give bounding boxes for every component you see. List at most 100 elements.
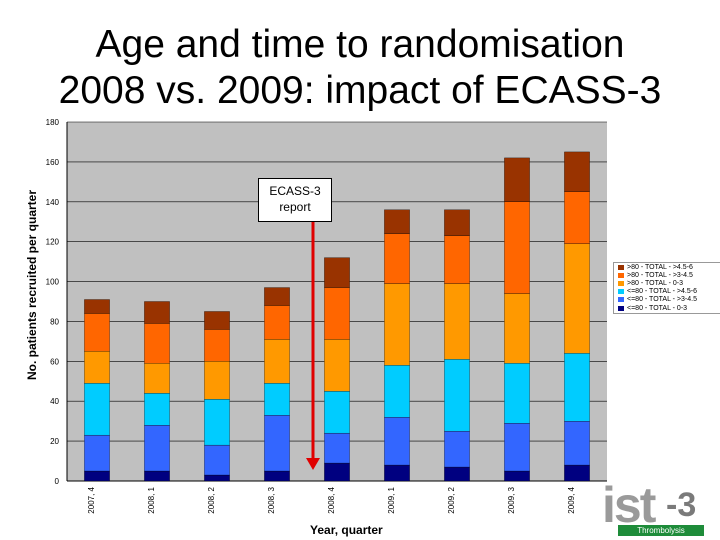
- bar-segment: [504, 363, 530, 424]
- bar-segment: [564, 464, 590, 482]
- ecass3-report-annotation: ECASS-3 report: [258, 178, 332, 222]
- bar-segment: [504, 157, 530, 202]
- bar-segment: [384, 417, 410, 466]
- annotation-line-2: report: [279, 200, 311, 214]
- bar-segment: [444, 235, 470, 284]
- legend-swatch: [618, 289, 624, 295]
- y-tick-label: 60: [50, 357, 59, 366]
- bar-segment: [444, 430, 470, 468]
- bar-segment: [204, 329, 230, 362]
- bar-segment: [264, 287, 290, 306]
- legend-item: >80 - TOTAL - >3-4.5: [614, 271, 720, 279]
- chart-legend: >80 - TOTAL - >4.5-6 >80 - TOTAL - >3-4.5…: [613, 262, 720, 314]
- bar-segment: [384, 283, 410, 366]
- legend-label: >80 - TOTAL - 0-3: [627, 279, 683, 287]
- bar-segment: [504, 201, 530, 294]
- x-tick-label: 2009, 2: [447, 486, 456, 513]
- bar-segment: [144, 323, 170, 364]
- x-tick-label: 2007, 4: [87, 486, 96, 513]
- bar-segment: [384, 209, 410, 234]
- bar-segment: [384, 233, 410, 284]
- bar-segment: [444, 359, 470, 432]
- legend-label: <=80 - TOTAL - 0-3: [627, 304, 688, 312]
- legend-swatch: [618, 280, 624, 286]
- legend-swatch: [618, 264, 624, 270]
- chart-title-line-1: Age and time to randomisation: [95, 23, 625, 66]
- logo-band: Thrombolysis: [618, 525, 704, 536]
- legend-item: <=80 - TOTAL - >4.5-6: [614, 288, 720, 296]
- y-tick-label: 180: [46, 118, 60, 127]
- logo-suffix: -3: [666, 486, 697, 524]
- bar-segment: [564, 421, 590, 466]
- bar-segment: [264, 305, 290, 340]
- bar-segment: [204, 444, 230, 476]
- legend-swatch: [618, 297, 624, 303]
- bar-segment: [384, 365, 410, 418]
- bar-segment: [264, 415, 290, 472]
- bar-segment: [504, 293, 530, 364]
- y-tick-label: 20: [50, 437, 59, 446]
- bar-segment: [324, 391, 350, 434]
- x-tick-label: 2008, 4: [327, 486, 336, 513]
- bar-segment: [84, 470, 110, 482]
- bar-segment: [144, 425, 170, 472]
- bar-segment: [144, 393, 170, 426]
- bar-segment: [204, 399, 230, 446]
- x-tick-label: 2008, 2: [207, 486, 216, 513]
- bar-segment: [84, 434, 110, 472]
- bar-segment: [144, 363, 170, 394]
- x-axis-label: Year, quarter: [310, 523, 383, 537]
- bar-segment: [204, 474, 230, 482]
- x-tick-label: 2009, 1: [387, 486, 396, 513]
- legend-label: >80 - TOTAL - >3-4.5: [627, 271, 693, 279]
- bar-segment: [264, 339, 290, 384]
- x-tick-label: 2008, 1: [147, 486, 156, 513]
- bar-segment: [564, 191, 590, 244]
- bar-segment: [504, 423, 530, 472]
- y-tick-label: 120: [46, 238, 60, 247]
- x-tick-label: 2008, 3: [267, 486, 276, 513]
- legend-item: >80 - TOTAL - 0-3: [614, 279, 720, 287]
- legend-swatch: [618, 305, 624, 311]
- bar-segment: [84, 299, 110, 314]
- legend-label: <=80 - TOTAL - >4.5-6: [627, 288, 697, 296]
- bar-segment: [144, 301, 170, 324]
- bar-segment: [204, 311, 230, 330]
- bar-segment: [84, 351, 110, 384]
- chart-title-line-2: 2008 vs. 2009: impact of ECASS-3: [58, 69, 662, 112]
- legend-item: <=80 - TOTAL - >3-4.5: [614, 296, 720, 304]
- y-tick-label: 80: [50, 317, 59, 326]
- bar-segment: [144, 470, 170, 482]
- bar-segment: [564, 243, 590, 354]
- ist3-logo: ist -3 Thrombolysis: [600, 477, 708, 536]
- y-tick-label: 40: [50, 397, 59, 406]
- legend-label: >80 - TOTAL - >4.5-6: [627, 263, 693, 271]
- bar-segment: [384, 464, 410, 482]
- bar-segment: [324, 257, 350, 288]
- y-tick-label: 140: [46, 198, 60, 207]
- y-tick-label: 100: [46, 278, 60, 287]
- marker-arrow-head: [306, 458, 320, 470]
- y-axis-label: No. patients recruited per quarter: [25, 189, 39, 381]
- logo-wordmark: ist: [602, 477, 656, 533]
- y-tick-label: 0: [55, 477, 60, 486]
- bar-segment: [444, 209, 470, 236]
- legend-swatch: [618, 272, 624, 278]
- bar-segment: [564, 353, 590, 422]
- chart-title: Age and time to randomisation 2008 vs. 2…: [0, 22, 720, 114]
- legend-item: <=80 - TOTAL - 0-3: [614, 304, 720, 312]
- y-tick-label: 160: [46, 158, 60, 167]
- bar-segment: [324, 432, 350, 464]
- bar-segment: [264, 470, 290, 482]
- bar-segment: [444, 466, 470, 482]
- bar-segment: [84, 313, 110, 352]
- annotation-line-1: ECASS-3: [269, 184, 321, 198]
- legend-item: >80 - TOTAL - >4.5-6: [614, 263, 720, 271]
- bar-segment: [84, 383, 110, 436]
- bar-segment: [264, 383, 290, 416]
- x-tick-label: 2009, 3: [507, 486, 516, 513]
- x-tick-label: 2009, 4: [567, 486, 576, 513]
- bar-segment: [204, 361, 230, 400]
- bar-segment: [504, 470, 530, 482]
